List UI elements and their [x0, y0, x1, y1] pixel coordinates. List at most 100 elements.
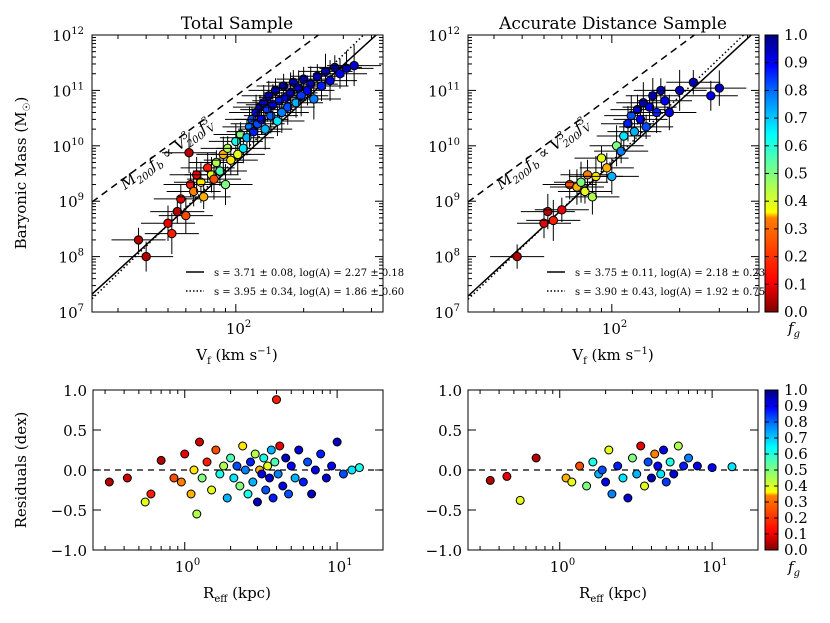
points-group — [490, 69, 747, 269]
data-point — [303, 457, 313, 467]
data-point — [684, 453, 694, 463]
data-point — [260, 124, 270, 134]
data-point — [257, 469, 267, 479]
data-point — [270, 457, 280, 467]
data-point — [616, 146, 626, 156]
data-point — [219, 461, 229, 471]
data-point — [597, 465, 607, 475]
colorbar-tick-label: 1.0 — [784, 26, 808, 44]
data-point — [601, 477, 611, 487]
ylabel-residuals: Residuals (dex) — [12, 412, 30, 529]
data-point — [256, 114, 267, 125]
data-point — [215, 469, 225, 479]
data-point — [188, 186, 199, 197]
data-point — [515, 495, 525, 505]
y-tick-label: −1.0 — [426, 542, 462, 560]
data-point — [263, 461, 273, 471]
fit-lines — [468, 35, 753, 300]
y-tick-label: 109 — [59, 192, 84, 211]
data-point — [296, 91, 306, 101]
points-group — [485, 441, 737, 505]
data-point — [245, 457, 255, 467]
data-point — [607, 171, 617, 182]
y-tick-label: 1011 — [428, 81, 460, 100]
axis-ticks-layer: 1021071081091010101110121021071081091010… — [51, 26, 759, 576]
x-tick-label: 100 — [550, 557, 575, 576]
colorbar-tick-label: 0.4 — [784, 192, 808, 210]
data-point — [266, 445, 276, 455]
y-tick-label: 1.0 — [438, 382, 462, 400]
x-tick-label: 101 — [327, 557, 352, 576]
data-point — [338, 469, 348, 479]
data-point — [233, 149, 243, 160]
data-point — [575, 461, 585, 471]
colorbar-tick-label: 0.7 — [784, 109, 808, 127]
data-point — [674, 85, 685, 96]
data-point — [325, 75, 335, 86]
data-point — [659, 445, 669, 455]
data-point — [607, 489, 617, 499]
colorbar-tick-label: 0.2 — [784, 509, 808, 527]
colorbar-tick-label: 1.0 — [784, 381, 808, 399]
data-point — [238, 441, 248, 451]
solid-fit-line — [468, 35, 753, 297]
colorbar-tick-label: 0.8 — [784, 81, 808, 99]
data-point — [582, 170, 593, 180]
data-point — [167, 228, 177, 239]
data-point — [596, 153, 607, 163]
y-tick-label: 0.5 — [63, 422, 87, 440]
y-tick-label: 108 — [435, 248, 460, 267]
data-point — [669, 469, 679, 479]
y-tick-label: 0.0 — [63, 462, 87, 480]
data-point — [226, 453, 236, 463]
colorbar-tick-label: 0.4 — [784, 477, 808, 495]
data-point — [146, 489, 156, 499]
y-tick-label: 1012 — [52, 26, 84, 45]
data-point — [294, 445, 304, 455]
data-point — [349, 60, 359, 71]
data-point — [181, 210, 191, 221]
data-point — [235, 481, 245, 491]
data-point — [650, 449, 660, 459]
data-point — [133, 235, 144, 245]
data-point — [271, 395, 281, 405]
colorbar-tick-label: 0.2 — [784, 248, 808, 266]
data-point — [195, 437, 205, 447]
dashed-relation-line — [92, 35, 320, 203]
data-point — [706, 91, 716, 101]
data-point — [186, 489, 196, 499]
data-point — [602, 163, 612, 173]
y-tick-label: −1.0 — [51, 542, 87, 560]
data-point — [104, 477, 114, 487]
data-point — [635, 114, 646, 125]
data-point — [172, 206, 183, 217]
data-point — [281, 453, 291, 463]
data-point — [207, 485, 217, 495]
data-point — [485, 475, 495, 485]
title-total-sample: Total Sample — [181, 14, 293, 34]
data-point — [623, 493, 633, 503]
legend-dotted-label: s = 3.90 ± 0.43, log(A) = 1.92 ± 0.75 — [575, 287, 765, 298]
dashed-relation-line — [468, 35, 696, 203]
data-point — [643, 457, 653, 467]
colorbar-tick-label: 0.8 — [784, 413, 808, 431]
data-point — [629, 126, 640, 137]
panel-accurate-sample-frame — [467, 34, 760, 313]
ylabel-baryonic-mass: Baryonic Mass (M☉) — [12, 97, 33, 250]
data-point — [673, 441, 683, 451]
legend-solid-label: s = 3.71 ± 0.08, log(A) = 2.27 ± 0.18 — [214, 268, 404, 279]
colorbar-tick-label: 0.5 — [784, 461, 808, 479]
data-point — [211, 157, 222, 168]
fit-lines-layer — [92, 35, 758, 471]
legend-total-sample: s = 3.71 ± 0.08, log(A) = 2.27 ± 0.18 s … — [186, 268, 404, 298]
data-point — [656, 469, 666, 479]
data-point — [250, 449, 260, 459]
colorbar-tick-label: 0.9 — [784, 397, 808, 415]
y-tick-label: 1.0 — [63, 382, 87, 400]
data-point — [278, 81, 289, 91]
y-tick-label: −0.5 — [51, 502, 87, 520]
dotted-fit-line — [468, 35, 745, 300]
colorbar-tick-label: 0.7 — [784, 429, 808, 447]
colorbar-tick-label: 0.0 — [784, 303, 808, 321]
data-point — [272, 116, 283, 126]
